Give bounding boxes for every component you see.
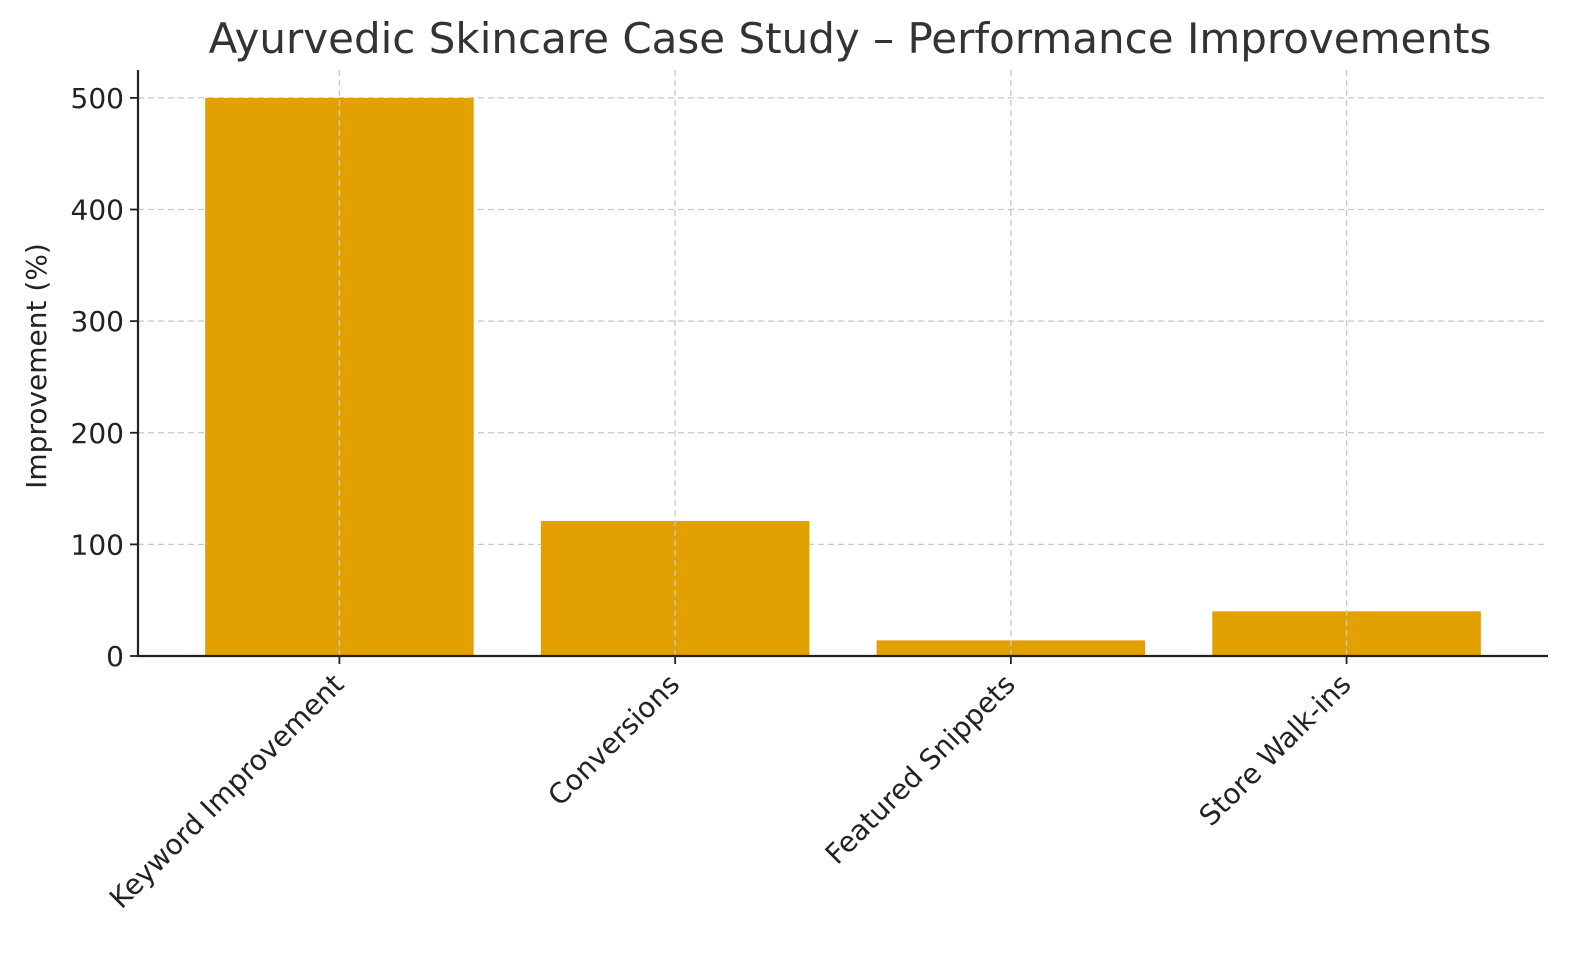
y-tick-label: 100: [71, 528, 124, 561]
chart-title: Ayurvedic Skincare Case Study – Performa…: [209, 14, 1492, 63]
y-axis-label: Improvement (%): [20, 243, 53, 489]
y-tick-label: 500: [71, 82, 124, 115]
x-tick-label: Conversions: [541, 668, 686, 813]
x-tick-label: Store Walk-ins: [1193, 668, 1358, 833]
vertical-grid: [338, 70, 1348, 656]
x-tick-label: Keyword Improvement: [103, 668, 350, 915]
y-tick-label: 400: [71, 194, 124, 227]
y-tick-label: 300: [71, 305, 124, 338]
bars: [205, 97, 1481, 656]
y-tick-label: 200: [71, 417, 124, 450]
y-axis-ticks: 0 100 200 300 400 500: [71, 82, 138, 673]
y-tick-label: 0: [106, 640, 124, 673]
x-axis-ticks: Keyword Improvement Conversions Featured S…: [103, 656, 1358, 915]
x-tick-label: Featured Snippets: [819, 668, 1022, 871]
axes: [136, 70, 1548, 658]
bar: [876, 640, 1146, 656]
